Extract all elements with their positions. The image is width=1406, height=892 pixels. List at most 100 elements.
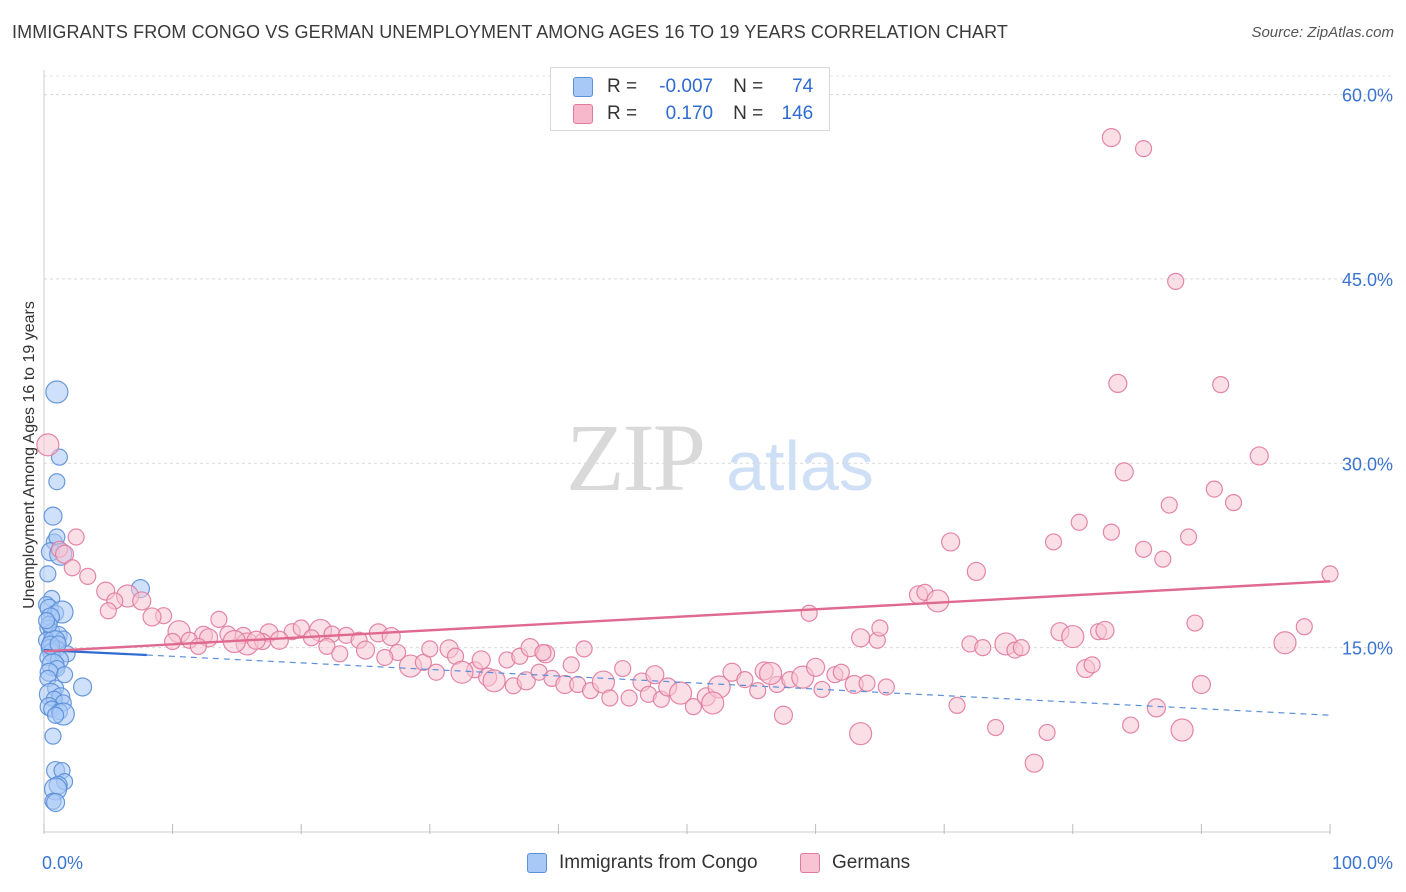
data-point <box>1249 446 1269 466</box>
series-germans-points <box>36 127 1339 773</box>
data-point <box>1170 718 1194 742</box>
data-point <box>72 677 93 697</box>
data-point <box>99 602 117 620</box>
data-point <box>620 689 638 707</box>
data-point <box>45 380 69 404</box>
source-label: Source: ZipAtlas.com <box>1251 24 1394 41</box>
data-point <box>67 528 85 546</box>
data-point <box>575 640 593 658</box>
data-point <box>1095 620 1115 641</box>
data-point <box>645 665 665 685</box>
x-tick-label: 0.0% <box>42 853 83 873</box>
data-point <box>1186 614 1204 632</box>
data-point <box>1191 674 1212 695</box>
data-point <box>1179 528 1198 546</box>
data-point <box>427 663 445 681</box>
data-point <box>668 681 693 705</box>
bottom-legend-label-congo: Immigrants from Congo <box>559 852 758 873</box>
data-point <box>1114 462 1134 482</box>
data-point <box>381 626 401 647</box>
tick-labels: 15.0% 30.0% 45.0% 60.0% 0.0% 100.0% <box>42 86 1393 873</box>
data-point <box>45 792 66 813</box>
data-point <box>1167 272 1185 290</box>
data-point <box>482 669 506 693</box>
trend-lines <box>43 580 1331 716</box>
legend-n-label: N = <box>733 103 764 124</box>
data-point <box>749 682 767 700</box>
bottom-legend: Immigrants from Congo Germans <box>0 852 1406 878</box>
legend-row-congo: R = -0.007 N = 74 <box>573 74 813 100</box>
data-point <box>871 619 889 637</box>
data-point <box>736 670 754 689</box>
data-point <box>926 589 950 613</box>
data-point <box>450 660 474 684</box>
data-point <box>941 532 961 552</box>
data-point <box>877 678 895 696</box>
data-point <box>1024 753 1044 773</box>
data-point <box>164 632 182 651</box>
data-point <box>562 656 580 674</box>
data-point <box>39 565 57 583</box>
watermark-atlas: atlas <box>726 427 874 505</box>
data-point <box>1321 565 1339 583</box>
data-point <box>132 591 152 611</box>
legend-r-value: -0.007 <box>659 76 714 97</box>
chart-title: IMMIGRANTS FROM CONGO VS GERMAN UNEMPLOY… <box>12 22 1008 42</box>
data-point <box>36 433 60 457</box>
data-point <box>63 559 81 577</box>
data-point <box>44 727 62 745</box>
data-point <box>1146 698 1166 718</box>
data-point <box>1134 540 1153 558</box>
data-point <box>858 674 876 692</box>
watermark-zip: ZIP <box>566 404 704 511</box>
data-point <box>1154 550 1172 568</box>
data-point <box>773 705 794 725</box>
data-point <box>851 628 871 648</box>
data-point <box>987 718 1005 737</box>
legend-n-value: 74 <box>792 76 814 97</box>
data-point <box>1044 533 1063 551</box>
data-point <box>701 691 725 715</box>
data-point <box>48 473 66 491</box>
data-point <box>79 567 97 585</box>
data-point <box>1212 376 1230 394</box>
legend-row-germans: R = 0.170 N = 146 <box>573 101 813 127</box>
data-point <box>974 639 992 657</box>
bottom-legend-germans: Germans <box>800 852 910 874</box>
data-point <box>376 648 394 667</box>
data-point <box>1083 656 1101 674</box>
data-point <box>1295 618 1313 636</box>
data-point <box>966 561 986 582</box>
data-point <box>1273 631 1297 655</box>
data-point <box>43 506 63 526</box>
data-point <box>1160 496 1178 514</box>
data-point <box>534 643 552 662</box>
data-point <box>318 637 336 656</box>
y-tick-label: 30.0% <box>1342 454 1393 474</box>
data-point <box>355 640 376 660</box>
data-point <box>849 722 873 746</box>
trend-line-germans <box>43 580 1331 653</box>
legend-r-label: R = <box>607 76 638 97</box>
data-point <box>471 650 491 670</box>
x-tick-label: 100.0% <box>1332 853 1393 873</box>
data-point <box>1061 624 1085 649</box>
data-point <box>684 698 703 716</box>
legend-n-label: N = <box>733 76 764 97</box>
data-point <box>37 612 56 630</box>
data-point <box>805 657 826 677</box>
legend-r-label: R = <box>607 103 638 124</box>
data-point <box>54 544 75 564</box>
data-point <box>1038 723 1056 742</box>
data-point <box>142 607 162 627</box>
series-congo-points <box>37 380 151 813</box>
data-point <box>614 659 632 678</box>
data-point <box>189 637 207 656</box>
legend-swatch-germans <box>573 104 593 124</box>
data-point <box>49 635 67 653</box>
legend-swatch-congo <box>573 77 593 97</box>
data-point <box>601 689 619 707</box>
data-point <box>1224 494 1243 512</box>
legend-r-value: 0.170 <box>665 103 714 124</box>
